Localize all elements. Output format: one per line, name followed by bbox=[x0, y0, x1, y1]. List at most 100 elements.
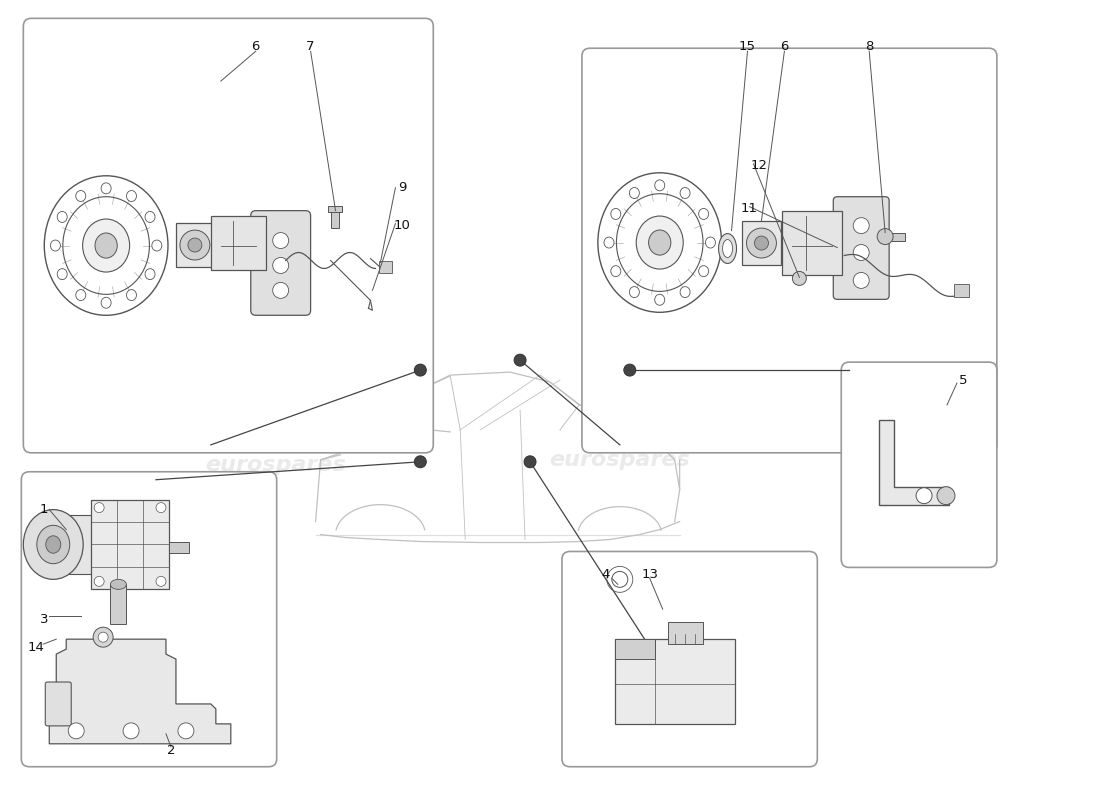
Bar bbox=[211, 216, 266, 270]
Ellipse shape bbox=[110, 579, 126, 590]
Circle shape bbox=[94, 627, 113, 647]
Circle shape bbox=[123, 723, 139, 739]
Circle shape bbox=[916, 488, 932, 504]
Text: eurospares: eurospares bbox=[609, 300, 750, 320]
Text: 6: 6 bbox=[780, 40, 789, 53]
Circle shape bbox=[180, 230, 210, 260]
Text: 11: 11 bbox=[741, 202, 758, 215]
Text: eurospares: eurospares bbox=[549, 450, 690, 470]
Circle shape bbox=[156, 576, 166, 586]
FancyBboxPatch shape bbox=[21, 472, 277, 766]
Ellipse shape bbox=[57, 269, 67, 280]
Bar bbox=[91, 500, 169, 590]
Ellipse shape bbox=[718, 234, 737, 263]
FancyBboxPatch shape bbox=[582, 48, 997, 453]
Circle shape bbox=[415, 364, 427, 376]
FancyBboxPatch shape bbox=[842, 362, 997, 567]
Circle shape bbox=[95, 502, 104, 513]
Ellipse shape bbox=[723, 239, 733, 258]
Ellipse shape bbox=[649, 230, 671, 255]
Bar bbox=[110, 584, 126, 624]
FancyBboxPatch shape bbox=[562, 551, 817, 766]
Circle shape bbox=[514, 354, 526, 366]
Ellipse shape bbox=[705, 237, 715, 248]
Ellipse shape bbox=[629, 187, 639, 198]
Circle shape bbox=[178, 723, 194, 739]
Circle shape bbox=[273, 258, 288, 274]
Bar bbox=[169, 542, 189, 554]
Text: 6: 6 bbox=[252, 40, 260, 53]
Text: 7: 7 bbox=[307, 40, 315, 53]
FancyBboxPatch shape bbox=[23, 18, 433, 453]
Circle shape bbox=[415, 456, 427, 468]
Bar bbox=[379, 262, 393, 274]
Text: 9: 9 bbox=[398, 182, 407, 194]
Ellipse shape bbox=[654, 180, 664, 191]
Ellipse shape bbox=[629, 286, 639, 298]
Bar bbox=[668, 622, 703, 644]
Text: 1: 1 bbox=[40, 503, 48, 516]
Circle shape bbox=[188, 238, 202, 252]
Circle shape bbox=[273, 233, 288, 249]
Circle shape bbox=[747, 228, 777, 258]
Text: 8: 8 bbox=[865, 40, 873, 53]
FancyBboxPatch shape bbox=[834, 197, 889, 299]
Ellipse shape bbox=[680, 187, 690, 198]
Ellipse shape bbox=[610, 266, 620, 277]
Ellipse shape bbox=[145, 269, 155, 280]
Text: 12: 12 bbox=[751, 159, 768, 172]
Circle shape bbox=[792, 271, 806, 286]
Ellipse shape bbox=[57, 211, 67, 222]
Text: 15: 15 bbox=[739, 40, 756, 53]
Text: 4: 4 bbox=[602, 568, 610, 581]
Circle shape bbox=[755, 236, 769, 250]
Ellipse shape bbox=[145, 211, 155, 222]
Text: 3: 3 bbox=[40, 613, 48, 626]
Circle shape bbox=[612, 571, 628, 587]
Ellipse shape bbox=[636, 216, 683, 269]
Ellipse shape bbox=[95, 233, 118, 258]
Ellipse shape bbox=[46, 536, 60, 554]
Bar bbox=[886, 233, 905, 241]
FancyBboxPatch shape bbox=[45, 682, 72, 726]
Bar bbox=[68, 514, 94, 574]
Circle shape bbox=[624, 364, 636, 376]
Bar bbox=[615, 639, 654, 659]
Ellipse shape bbox=[36, 526, 69, 564]
Circle shape bbox=[156, 502, 166, 513]
Circle shape bbox=[273, 282, 288, 298]
Text: eurospares: eurospares bbox=[206, 454, 346, 474]
Circle shape bbox=[854, 218, 869, 234]
Ellipse shape bbox=[610, 209, 620, 219]
Circle shape bbox=[524, 456, 536, 468]
Ellipse shape bbox=[126, 190, 136, 202]
Ellipse shape bbox=[698, 209, 708, 219]
Ellipse shape bbox=[76, 290, 86, 301]
Ellipse shape bbox=[51, 240, 60, 251]
Bar bbox=[741, 221, 781, 266]
Bar bbox=[782, 210, 843, 275]
Circle shape bbox=[937, 486, 955, 505]
Bar bbox=[331, 210, 339, 228]
Ellipse shape bbox=[680, 286, 690, 298]
Circle shape bbox=[877, 229, 893, 245]
Circle shape bbox=[854, 245, 869, 261]
Text: eurospares: eurospares bbox=[161, 300, 301, 320]
Bar bbox=[328, 206, 341, 212]
Ellipse shape bbox=[23, 510, 84, 579]
Bar bbox=[176, 222, 213, 267]
Polygon shape bbox=[879, 420, 949, 505]
Ellipse shape bbox=[698, 266, 708, 277]
Ellipse shape bbox=[101, 298, 111, 308]
Circle shape bbox=[95, 576, 104, 586]
Ellipse shape bbox=[101, 183, 111, 194]
Ellipse shape bbox=[126, 290, 136, 301]
Ellipse shape bbox=[152, 240, 162, 251]
Bar bbox=[954, 285, 969, 298]
Ellipse shape bbox=[604, 237, 614, 248]
Circle shape bbox=[854, 273, 869, 288]
FancyBboxPatch shape bbox=[251, 210, 310, 315]
Text: 2: 2 bbox=[167, 744, 175, 758]
Text: 5: 5 bbox=[959, 374, 967, 386]
Ellipse shape bbox=[82, 219, 130, 272]
